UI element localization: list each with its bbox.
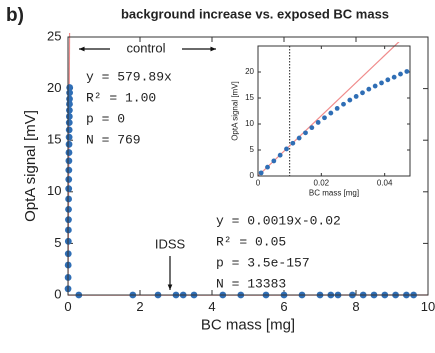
data-point bbox=[322, 115, 327, 121]
fit-statistics: N = 769 bbox=[86, 132, 141, 147]
data-point bbox=[284, 146, 289, 152]
data-point bbox=[65, 205, 72, 213]
data-point bbox=[65, 166, 73, 174]
data-point bbox=[372, 83, 378, 89]
data-point bbox=[328, 110, 334, 116]
x-tick-label: 4 bbox=[208, 299, 215, 314]
data-point bbox=[385, 77, 391, 83]
data-point bbox=[65, 195, 73, 203]
arrow-head bbox=[167, 284, 173, 290]
fit-line bbox=[258, 42, 400, 177]
data-point bbox=[379, 80, 384, 86]
axes-box bbox=[257, 45, 411, 177]
data-point bbox=[65, 133, 73, 141]
data-point bbox=[360, 90, 365, 96]
data-point bbox=[347, 97, 353, 103]
y-tick-label: 15 bbox=[245, 93, 254, 102]
chart-title: background increase vs. exposed BC mass bbox=[121, 6, 389, 21]
fit-statistics: N = 13383 bbox=[216, 276, 286, 291]
arrow-head bbox=[79, 46, 85, 52]
x-tick-label: 2 bbox=[136, 299, 143, 314]
data-point bbox=[265, 164, 270, 170]
fit-statistics: y = 579.89x bbox=[86, 69, 172, 84]
y-tick-label: 20 bbox=[245, 67, 254, 76]
data-point bbox=[296, 135, 302, 141]
data-point bbox=[303, 130, 308, 136]
y-tick-label: 5 bbox=[54, 235, 61, 250]
x-tick-label: 0.04 bbox=[377, 179, 393, 188]
data-point bbox=[65, 113, 73, 120]
data-point bbox=[66, 84, 74, 91]
data-point bbox=[398, 71, 403, 77]
plot-area bbox=[258, 46, 410, 176]
data-point bbox=[366, 86, 372, 92]
x-tick-label: 8 bbox=[352, 299, 359, 314]
x-tick-label: 0.02 bbox=[314, 179, 330, 188]
y-tick-label: 10 bbox=[47, 183, 61, 198]
data-point bbox=[391, 74, 397, 80]
data-point bbox=[334, 106, 340, 111]
data-point bbox=[341, 101, 346, 107]
x-axis-label: BC mass [mg] bbox=[201, 316, 295, 333]
fit-statistics: R² = 0.05 bbox=[216, 234, 286, 249]
data-point bbox=[65, 176, 73, 183]
arrow-head bbox=[210, 46, 216, 52]
panel-label: b) bbox=[6, 5, 24, 26]
data-point bbox=[277, 152, 283, 158]
data-point bbox=[65, 119, 73, 127]
y-tick-label: 0 bbox=[54, 286, 61, 301]
fit-statistics: p = 0 bbox=[86, 111, 125, 126]
y-tick-label: 10 bbox=[245, 119, 254, 128]
data-point bbox=[66, 106, 73, 114]
data-point bbox=[66, 95, 73, 103]
y-tick-label: 5 bbox=[250, 145, 255, 154]
data-point bbox=[65, 140, 73, 148]
fit-statistics: y = 0.0019x-0.02 bbox=[216, 213, 341, 228]
axes-box bbox=[67, 36, 429, 296]
x-axis-label: BC mass [mg] bbox=[309, 188, 359, 197]
x-tick-label: 6 bbox=[280, 299, 287, 314]
x-tick-label: 0 bbox=[256, 179, 261, 188]
y-tick-label: 15 bbox=[47, 132, 61, 147]
data-point bbox=[315, 120, 321, 125]
data-point bbox=[65, 157, 73, 165]
data-point bbox=[271, 158, 277, 164]
data-point bbox=[65, 149, 73, 156]
data-point bbox=[404, 69, 410, 74]
series-label: IDSS bbox=[155, 236, 186, 251]
y-tick-label: 20 bbox=[47, 80, 61, 95]
data-point bbox=[309, 125, 315, 131]
fit-statistics: R² = 1.00 bbox=[86, 90, 156, 105]
x-tick-label: 0 bbox=[64, 299, 71, 314]
data-point bbox=[65, 185, 73, 193]
data-point bbox=[290, 140, 296, 146]
x-tick-label: 10 bbox=[421, 299, 435, 314]
y-axis-label: OptA signal [mV] bbox=[231, 81, 240, 141]
y-axis-label: OptA signal [mV] bbox=[22, 110, 39, 222]
data-point bbox=[258, 170, 264, 176]
y-tick-label: 0 bbox=[250, 171, 255, 180]
fit-statistics: p = 3.5e-157 bbox=[216, 255, 310, 270]
data-point bbox=[353, 94, 359, 99]
y-tick-label: 25 bbox=[47, 28, 61, 43]
data-point bbox=[65, 126, 73, 134]
series-label: control bbox=[126, 40, 165, 55]
